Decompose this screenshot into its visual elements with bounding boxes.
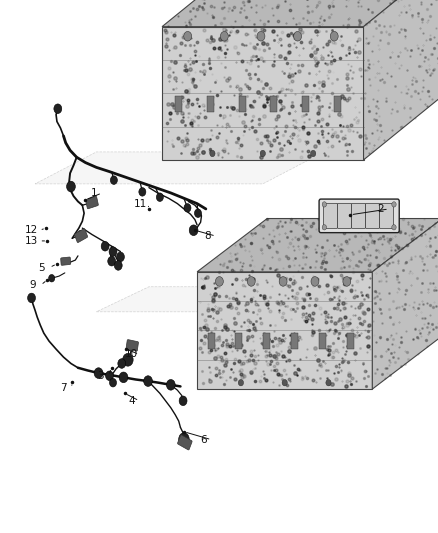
Bar bbox=[235, 333, 242, 349]
Circle shape bbox=[247, 277, 255, 286]
Circle shape bbox=[106, 371, 113, 381]
Text: 1: 1 bbox=[91, 188, 98, 198]
Bar bbox=[207, 96, 214, 112]
Circle shape bbox=[144, 376, 152, 386]
Circle shape bbox=[139, 188, 146, 196]
Bar bbox=[208, 333, 215, 349]
Circle shape bbox=[119, 372, 128, 383]
Circle shape bbox=[311, 150, 316, 157]
Polygon shape bbox=[364, 0, 438, 160]
Circle shape bbox=[392, 225, 396, 230]
FancyBboxPatch shape bbox=[323, 203, 337, 228]
Circle shape bbox=[330, 31, 338, 41]
Circle shape bbox=[311, 277, 319, 286]
Circle shape bbox=[109, 247, 117, 256]
FancyBboxPatch shape bbox=[379, 203, 393, 228]
Circle shape bbox=[279, 277, 287, 286]
Bar bbox=[175, 96, 182, 112]
Circle shape bbox=[156, 193, 163, 201]
FancyBboxPatch shape bbox=[319, 199, 399, 232]
Text: 2: 2 bbox=[378, 204, 385, 214]
Circle shape bbox=[101, 241, 109, 251]
Polygon shape bbox=[35, 152, 324, 184]
Circle shape bbox=[123, 353, 133, 366]
Circle shape bbox=[257, 31, 265, 41]
Bar bbox=[303, 96, 310, 112]
Circle shape bbox=[166, 379, 175, 390]
Circle shape bbox=[118, 359, 126, 368]
Text: 5: 5 bbox=[38, 263, 45, 272]
Text: 11: 11 bbox=[134, 199, 147, 208]
Text: 10: 10 bbox=[125, 350, 138, 359]
Circle shape bbox=[54, 104, 62, 114]
Circle shape bbox=[189, 225, 198, 236]
Bar bbox=[335, 96, 342, 112]
Circle shape bbox=[67, 181, 75, 192]
Circle shape bbox=[220, 31, 228, 41]
Circle shape bbox=[179, 433, 189, 446]
Polygon shape bbox=[162, 0, 438, 27]
Circle shape bbox=[194, 209, 201, 217]
FancyBboxPatch shape bbox=[126, 340, 138, 351]
FancyBboxPatch shape bbox=[61, 257, 71, 265]
Bar bbox=[263, 333, 270, 349]
Circle shape bbox=[114, 261, 122, 270]
Circle shape bbox=[322, 225, 326, 230]
Circle shape bbox=[110, 378, 117, 387]
Text: 9: 9 bbox=[29, 280, 36, 290]
FancyBboxPatch shape bbox=[365, 203, 379, 228]
Text: 12: 12 bbox=[25, 225, 38, 235]
Circle shape bbox=[238, 379, 244, 386]
Circle shape bbox=[210, 150, 215, 157]
Bar bbox=[291, 333, 298, 349]
Circle shape bbox=[260, 150, 265, 157]
Circle shape bbox=[108, 256, 116, 266]
FancyBboxPatch shape bbox=[74, 229, 88, 243]
Circle shape bbox=[94, 368, 103, 378]
Bar bbox=[346, 333, 353, 349]
FancyBboxPatch shape bbox=[351, 203, 365, 228]
Polygon shape bbox=[96, 287, 315, 312]
Bar bbox=[271, 96, 278, 112]
Circle shape bbox=[78, 230, 85, 239]
Text: 6: 6 bbox=[200, 435, 207, 445]
Text: 4: 4 bbox=[128, 396, 135, 406]
Circle shape bbox=[392, 201, 396, 207]
Circle shape bbox=[215, 277, 223, 286]
Text: 13: 13 bbox=[25, 236, 38, 246]
Circle shape bbox=[110, 176, 117, 184]
Circle shape bbox=[322, 201, 326, 207]
Circle shape bbox=[184, 204, 191, 212]
Bar bbox=[239, 96, 246, 112]
Bar bbox=[319, 333, 326, 349]
Circle shape bbox=[49, 274, 55, 282]
Polygon shape bbox=[197, 219, 438, 272]
Circle shape bbox=[88, 198, 95, 207]
Circle shape bbox=[293, 31, 301, 41]
Text: 8: 8 bbox=[205, 231, 212, 241]
Polygon shape bbox=[162, 27, 364, 160]
Polygon shape bbox=[197, 272, 372, 389]
Circle shape bbox=[28, 293, 35, 303]
FancyBboxPatch shape bbox=[337, 203, 351, 228]
Circle shape bbox=[184, 31, 192, 41]
FancyBboxPatch shape bbox=[177, 435, 192, 450]
Text: 3: 3 bbox=[97, 371, 104, 381]
Circle shape bbox=[117, 252, 124, 262]
Polygon shape bbox=[372, 219, 438, 389]
FancyBboxPatch shape bbox=[86, 196, 98, 209]
Circle shape bbox=[282, 379, 287, 386]
Circle shape bbox=[343, 277, 351, 286]
Text: 7: 7 bbox=[60, 383, 67, 393]
Circle shape bbox=[326, 379, 331, 386]
Circle shape bbox=[179, 396, 187, 406]
